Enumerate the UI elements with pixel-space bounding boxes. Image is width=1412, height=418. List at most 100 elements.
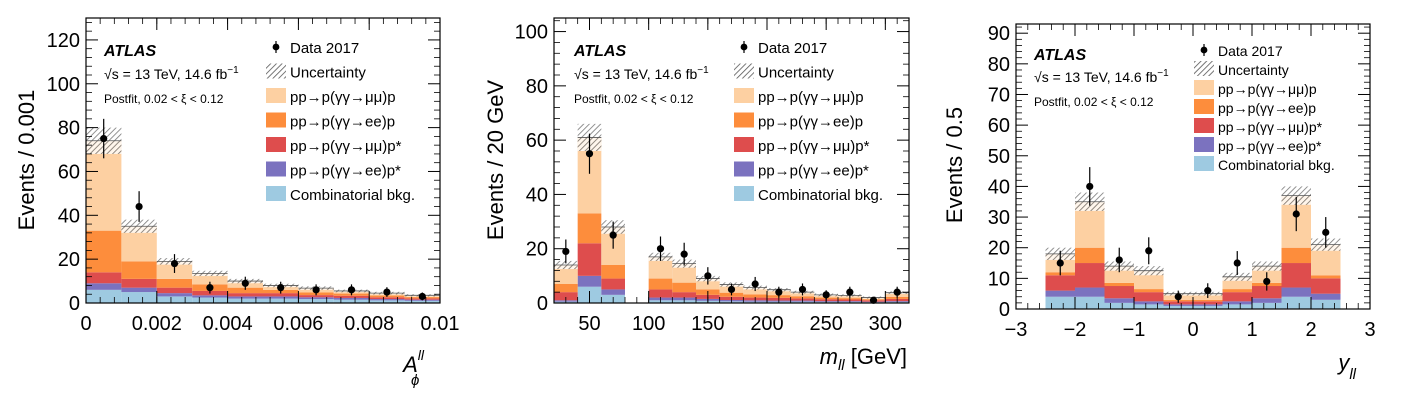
bar-segment — [1222, 289, 1252, 293]
legend-label: pp→p(γγ→μμ)p — [1218, 81, 1317, 97]
x-tick-label: −3 — [1005, 319, 1028, 341]
bar-segment — [227, 298, 263, 303]
bar-segment — [298, 299, 334, 303]
data-point — [277, 284, 285, 292]
bar-segment — [192, 295, 228, 298]
data-point — [1233, 259, 1241, 267]
bar-segment — [1075, 263, 1105, 288]
sqrt-symbol: √ — [574, 66, 582, 82]
data-point — [206, 284, 214, 292]
y-tick-label: 60 — [58, 161, 80, 183]
postfit-label: Postfit, 0.02 < ξ < 0.12 — [574, 92, 694, 106]
bar-segment — [1045, 275, 1075, 291]
bar-segment — [1075, 287, 1105, 297]
axis-ticks — [553, 18, 910, 304]
data-point — [1174, 293, 1182, 301]
bar-segment — [369, 297, 405, 300]
x-tick-label: 0 — [80, 313, 91, 335]
atlas-label: ATLAS — [103, 43, 156, 60]
data-point — [1056, 259, 1064, 267]
x-tick-label: 1 — [1246, 319, 1257, 341]
bar-segment — [263, 296, 299, 299]
data-point — [170, 259, 179, 268]
legend: Data 2017 Uncertainty pp→p(γγ→μμ)p pp→p(γγ→… — [1194, 43, 1335, 173]
legend-swatch — [734, 112, 754, 128]
legend-uncertainty-swatch — [1194, 61, 1214, 76]
x-tick-label: 2 — [1305, 319, 1316, 341]
x-tick-labels: 0 0.002 0.004 0.006 0.008 0.01 — [80, 313, 459, 335]
energy-label: √s = 13 TeV, 14.6 fb−1 — [574, 65, 709, 82]
data-points — [100, 118, 426, 301]
x-tick-label: −2 — [1064, 319, 1087, 341]
legend-swatch — [266, 186, 286, 201]
legend-label: pp→p(γγ→μμ)p* — [1218, 119, 1323, 135]
x-axis-title-unit: [GeV] — [845, 344, 907, 369]
y-tick-label: 30 — [988, 207, 1010, 229]
data-point — [846, 288, 854, 296]
legend-swatch — [266, 161, 286, 177]
axis-ticks — [1015, 24, 1371, 310]
bar-segment — [156, 293, 193, 297]
bar-segment — [648, 256, 673, 279]
atlas-labels: ATLAS √s = 13 TeV, 14.6 fb−1 Postfit, 0.… — [573, 43, 709, 106]
bar-segment — [1252, 302, 1282, 309]
bar-segment — [369, 300, 405, 303]
bar-segment — [1193, 299, 1223, 302]
bar-segment — [1311, 299, 1341, 309]
bar-segment — [1281, 247, 1311, 264]
x-tick-label: 100 — [632, 313, 665, 335]
y-tick-label: 60 — [988, 115, 1010, 137]
bar-segment — [1075, 247, 1105, 264]
postfit-label: Postfit, 0.02 < ξ < 0.12 — [1034, 95, 1154, 109]
x-tick-label: 0.006 — [273, 313, 323, 335]
atlas-labels: ATLAS √s = 13 TeV, 14.6 fb−1 Postfit, 0.… — [1033, 47, 1169, 109]
data-point — [383, 288, 391, 296]
legend-data-marker — [272, 43, 280, 51]
bar-segment — [601, 278, 625, 290]
bar-segment — [298, 297, 334, 300]
legend: Data 2017 Uncertainty pp→p(γγ→μμ)p pp→p(γγ→… — [734, 40, 883, 204]
bar-segment — [1134, 304, 1164, 309]
bar-segment — [263, 298, 299, 303]
legend-label: pp→p(γγ→μμ)p — [290, 89, 396, 106]
x-axis-title-main: y — [1336, 350, 1351, 375]
y-tick-labels: 0 10 20 30 40 50 60 70 80 90 — [988, 23, 1010, 321]
atlas-label: ATLAS — [573, 43, 626, 60]
y-tick-label: 20 — [988, 238, 1010, 260]
atlas-labels: ATLAS √s = 13 TeV, 14.6 fb−1 Postfit, 0.… — [103, 43, 239, 106]
panel-mll: 0 20 40 60 80 100 50 100 150 200 250 300 Events / … — [483, 17, 910, 374]
y-tick-labels: 0 20 40 60 80 100 120 — [47, 30, 80, 315]
energy-text: s = 13 TeV, 14.6 fb — [112, 66, 228, 82]
bar-segment — [577, 243, 602, 276]
data-point — [1292, 210, 1300, 218]
data-point — [1322, 228, 1330, 236]
y-tick-label: 80 — [988, 54, 1010, 76]
bar-segment — [227, 296, 263, 299]
bar-segment — [1222, 304, 1252, 309]
x-tick-labels: 50 100 150 200 250 300 — [578, 313, 902, 335]
y-tick-label: 100 — [515, 22, 548, 44]
plot-frame — [85, 17, 441, 304]
y-tick-label: 80 — [526, 76, 548, 98]
bar-segment — [1104, 286, 1134, 299]
bar-segment — [121, 292, 157, 303]
data-point — [1086, 182, 1094, 191]
legend: Data 2017 Uncertainty pp→p(γγ→μμ)p pp→p(γγ→… — [266, 40, 415, 204]
data-point — [680, 250, 688, 258]
x-axis-title: All ϕ — [401, 347, 425, 389]
bar-segment — [156, 296, 193, 303]
bar-segment — [1252, 286, 1282, 299]
y-tick-label: 20 — [58, 249, 80, 271]
legend-label: pp→p(γγ→μμ)p — [758, 89, 864, 106]
bar-segment — [1134, 301, 1164, 305]
y-tick-label: 100 — [47, 74, 80, 96]
x-axis-title-main: m — [820, 344, 838, 369]
data-point — [347, 286, 356, 294]
y-tick-label: 40 — [58, 205, 80, 227]
data-point — [100, 134, 108, 143]
bar-segment — [263, 293, 299, 297]
legend-label: pp→p(γγ→ee)p* — [290, 163, 401, 180]
legend-swatch — [734, 88, 754, 103]
data-point — [775, 288, 783, 296]
